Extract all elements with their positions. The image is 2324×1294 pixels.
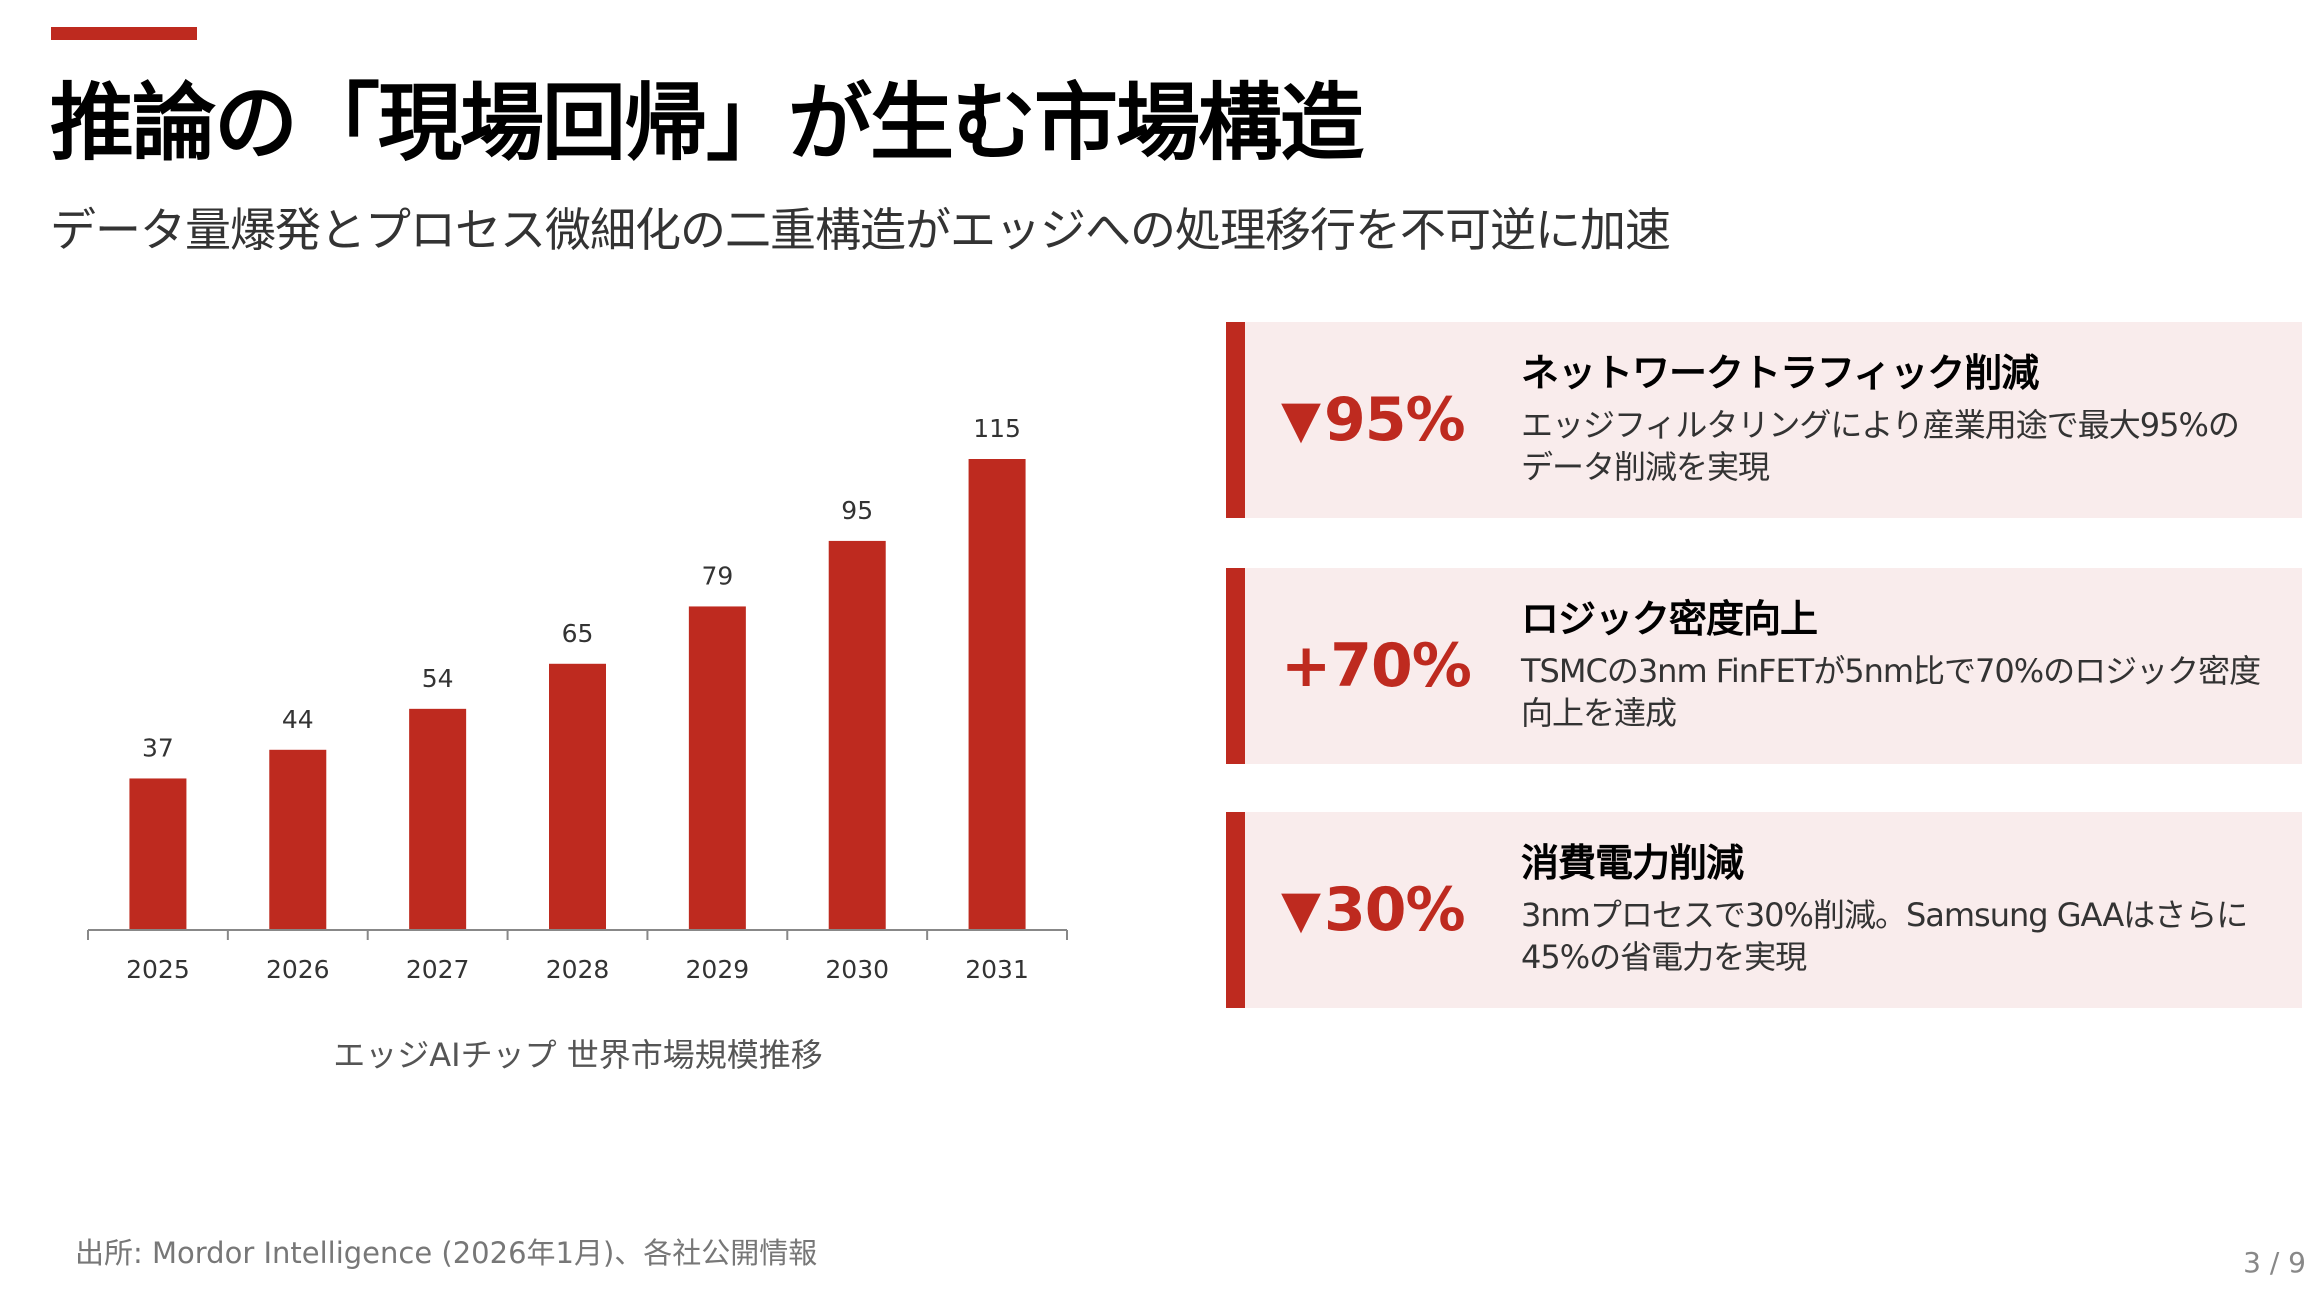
data-label: 115 [973, 414, 1021, 443]
card-title: ネットワークトラフィック削減 [1521, 351, 2039, 395]
x-tick-label: 2029 [686, 955, 750, 984]
triangle-down-icon: ▼ [1281, 880, 1321, 940]
stat-value-text: 30% [1324, 875, 1466, 945]
card-accent-bar [1226, 322, 1245, 518]
card-description: TSMCの3nm FinFETが5nm比で70%のロジック密度向上を達成 [1521, 652, 2261, 732]
bar-2028 [549, 663, 606, 930]
data-label: 44 [282, 705, 314, 734]
bar-2030 [828, 540, 886, 930]
card-description: 3nmプロセスで30%削減。Samsung GAAはさらに45%の省電力を実現 [1521, 896, 2248, 976]
x-tick-label: 2025 [126, 955, 190, 984]
bar-2027 [409, 708, 467, 930]
stat-value-text: +70% [1281, 631, 1472, 701]
x-tick-label: 2028 [546, 955, 610, 984]
triangle-down-icon: ▼ [1281, 390, 1321, 450]
card-description: エッジフィルタリングにより産業用途で最大95%のデータ削減を実現 [1521, 406, 2240, 486]
bar-2025 [129, 778, 187, 930]
data-label: 79 [701, 561, 733, 590]
stat-card-logic-density: +70% ロジック密度向上 TSMCの3nm FinFETが5nm比で70%のロ… [1226, 568, 2302, 764]
card-accent-bar [1226, 568, 1245, 764]
bar-2031 [968, 459, 1026, 930]
bar-2026 [269, 749, 327, 930]
card-title: 消費電力削減 [1521, 841, 1744, 885]
stat-value-text: 95% [1324, 385, 1466, 455]
chart-title: エッジAIチップ 世界市場規模推移 [333, 1036, 823, 1074]
stat-value: ▼ 95% [1281, 322, 1466, 518]
x-tick-label: 2030 [825, 955, 889, 984]
market-size-bar-chart: 37 44 54 65 79 95 115 2025 2026 2027 2028 2029 2030… [87, 414, 1068, 1074]
x-tick-label: 2026 [266, 955, 330, 984]
x-tick-label: 2027 [406, 955, 470, 984]
data-label: 65 [562, 619, 594, 648]
card-accent-bar [1226, 812, 1245, 1008]
x-tick-label: 2031 [965, 955, 1029, 984]
data-label: 54 [422, 664, 454, 693]
page-number: 3 / 9 [2243, 1246, 2306, 1279]
page-title: 推論の「現場回帰」が生む市場構造 [50, 74, 1364, 172]
stat-value: +70% [1281, 568, 1472, 764]
data-label: 95 [841, 496, 873, 525]
data-label: 37 [142, 733, 174, 762]
stat-value: ▼ 30% [1281, 812, 1466, 1008]
stat-card-network-traffic: ▼ 95% ネットワークトラフィック削減 エッジフィルタリングにより産業用途で最大… [1226, 322, 2302, 518]
title-accent-bar [51, 27, 197, 40]
page-subtitle: データ量爆発とプロセス微細化の二重構造がエッジへの処理移行を不可逆に加速 [50, 203, 1671, 257]
stat-card-power: ▼ 30% 消費電力削減 3nmプロセスで30%削減。Samsung GAAはさら… [1226, 812, 2302, 1008]
bar-2029 [688, 606, 746, 930]
card-title: ロジック密度向上 [1521, 597, 1818, 641]
source-note: 出所: Mordor Intelligence (2026年1月)、各社公開情報 [75, 1236, 818, 1270]
